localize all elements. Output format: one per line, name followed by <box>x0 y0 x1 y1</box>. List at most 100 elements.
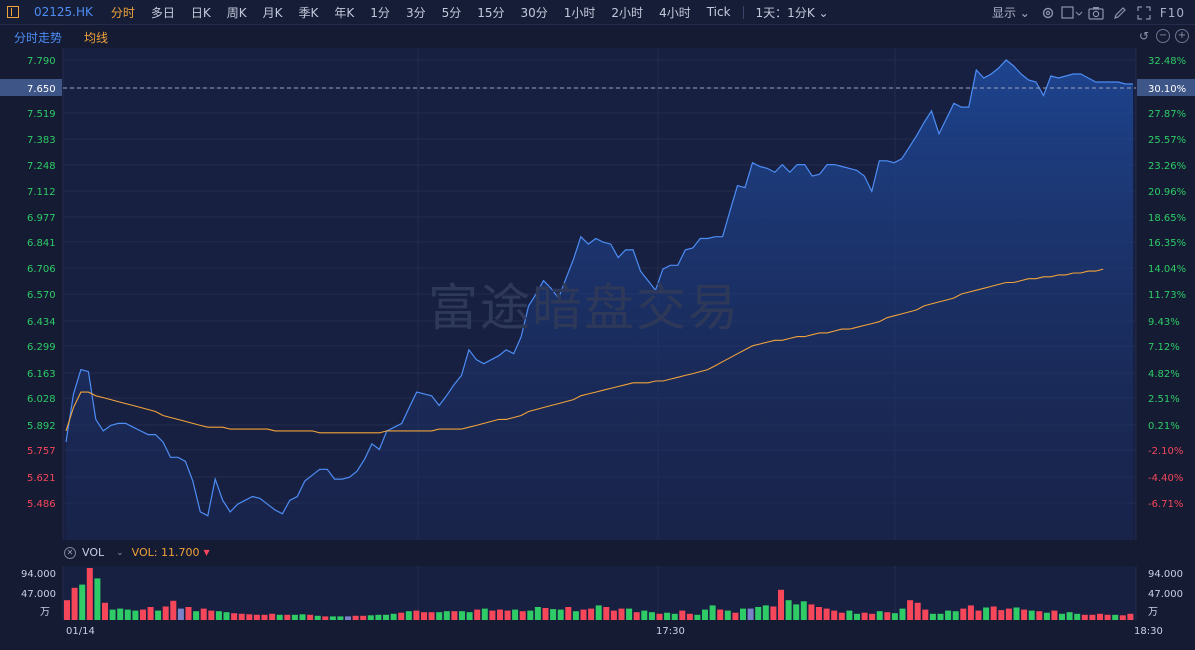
volume-bar <box>64 600 70 620</box>
volume-bar <box>71 587 78 620</box>
tab-period-10[interactable]: 15分 <box>477 5 505 20</box>
volume-bar <box>527 610 534 620</box>
volume-bar <box>489 610 496 620</box>
display-menu-button[interactable]: 显示 ⌄ <box>992 4 1030 21</box>
panel-toggle-icon[interactable] <box>7 6 19 18</box>
tab-period-8[interactable]: 3分 <box>405 5 426 20</box>
volume-bar <box>383 614 389 620</box>
volume-bar <box>762 605 769 620</box>
current-pct-box <box>1137 79 1195 96</box>
volume-bar <box>459 611 465 620</box>
tab-period-13[interactable]: 2小时 <box>611 5 644 20</box>
volume-indicator-name[interactable]: VOL <box>82 546 105 559</box>
y-tick-label: 7.519 <box>27 109 56 120</box>
volume-bar <box>626 608 633 620</box>
tab-period-12[interactable]: 1小时 <box>563 5 596 20</box>
volume-bar <box>869 613 876 620</box>
volume-bar <box>1089 614 1096 620</box>
camera-icon[interactable] <box>1084 0 1108 25</box>
zoom-in-icon[interactable]: + <box>1175 29 1189 43</box>
volume-bar <box>253 614 260 620</box>
volume-bar <box>132 610 139 620</box>
volume-chart[interactable]: 94.000 94.000 47.000 47.000 万 万 01/14 17:30 18:3… <box>0 562 1195 650</box>
chart-legend: 分时走势 均线 <box>0 27 108 47</box>
volume-bar <box>907 600 914 620</box>
tab-period-4[interactable]: 月K <box>262 5 283 20</box>
volume-bar <box>1051 610 1058 620</box>
reset-icon[interactable]: ↺ <box>1138 29 1150 43</box>
vol-tick-label-right: 94.000 <box>1148 569 1183 580</box>
watermark: 富途暗盘交易 <box>428 279 740 337</box>
volume-bar <box>322 616 329 620</box>
chevron-down-icon: ⌄ <box>1015 6 1030 20</box>
tab-period-11[interactable]: 30分 <box>520 5 548 20</box>
volume-bar <box>94 578 101 620</box>
volume-header: ✕ VOL ⌄ VOL: 11.700 ▼ <box>0 544 210 561</box>
volume-bar <box>307 614 314 620</box>
pct-tick-label: 11.73% <box>1148 290 1186 301</box>
pct-tick-label: 2.51% <box>1148 394 1180 405</box>
pct-tick-label: -6.71% <box>1148 499 1183 510</box>
tab-period-14[interactable]: 4小时 <box>659 5 691 20</box>
volume-bar <box>929 613 936 620</box>
stock-symbol[interactable]: 02125.HK <box>34 5 93 19</box>
volume-bar <box>512 609 519 620</box>
tab-period-0[interactable]: 分时 <box>110 5 135 20</box>
volume-bar <box>679 610 686 620</box>
volume-bar <box>580 609 587 620</box>
tab-period-2[interactable]: 日K <box>190 5 211 20</box>
volume-bar <box>588 608 595 620</box>
volume-bar <box>899 608 906 620</box>
volume-bar <box>497 609 503 620</box>
average-line <box>65 268 1104 434</box>
volume-bar <box>231 613 238 620</box>
volume-bar <box>854 613 860 620</box>
volume-bar <box>747 608 754 620</box>
tab-period-1[interactable]: 多日 <box>150 5 175 20</box>
volume-bar <box>534 607 541 620</box>
pct-tick-label: 25.57% <box>1148 135 1186 146</box>
tab-period-9[interactable]: 5分 <box>441 5 462 20</box>
close-indicator-icon[interactable]: ✕ <box>64 546 76 559</box>
y-tick-label: 7.790 <box>27 56 56 67</box>
volume-bar <box>398 612 405 620</box>
volume-bar <box>519 611 526 620</box>
volume-bar <box>1005 608 1012 620</box>
fullscreen-icon[interactable] <box>1132 0 1156 25</box>
range-select[interactable]: 1天：1分K ⌄ <box>748 4 837 21</box>
settings-icon[interactable] <box>1036 0 1060 25</box>
intraday-price-chart[interactable]: 7.790 32.48% 7.650 30.10% 7.519 27.87% 7.383 25… <box>0 48 1195 542</box>
volume-bar <box>550 609 557 620</box>
tab-period-15[interactable]: Tick <box>706 5 731 19</box>
x-axis-label: 17:30 <box>656 626 685 637</box>
pct-tick-label: 30.10% <box>1148 84 1186 95</box>
tab-period-3[interactable]: 周K <box>226 5 247 20</box>
volume-bar <box>967 605 974 620</box>
volume-bar <box>603 607 610 620</box>
volume-bar <box>109 609 116 620</box>
volume-bar <box>223 612 230 620</box>
volume-bar <box>565 607 572 620</box>
tab-period-7[interactable]: 1分 <box>370 5 390 20</box>
volume-bar <box>702 609 708 620</box>
zoom-out-icon[interactable]: − <box>1156 29 1170 43</box>
y-tick-label: 6.706 <box>27 264 56 275</box>
chevron-down-icon[interactable]: ⌄ <box>116 547 124 558</box>
tab-period-5[interactable]: 季K <box>298 5 319 20</box>
volume-bar <box>246 614 253 620</box>
draw-pen-icon[interactable] <box>1108 0 1132 25</box>
vol-tick-label: 94.000 <box>21 569 56 580</box>
layout-square-icon[interactable] <box>1060 0 1084 25</box>
volume-bar <box>884 612 891 620</box>
volume-bar <box>193 611 200 620</box>
y-tick-label: 6.977 <box>27 213 56 224</box>
volume-bar <box>686 613 693 620</box>
tab-period-6[interactable]: 年K <box>334 5 355 20</box>
volume-bar <box>785 600 792 620</box>
f10-button[interactable]: F10 <box>1159 5 1185 20</box>
volume-bar <box>952 611 959 620</box>
volume-bar <box>413 610 420 620</box>
volume-bar <box>694 614 701 620</box>
pct-tick-label: -4.40% <box>1148 473 1183 484</box>
volume-bar <box>314 615 321 620</box>
